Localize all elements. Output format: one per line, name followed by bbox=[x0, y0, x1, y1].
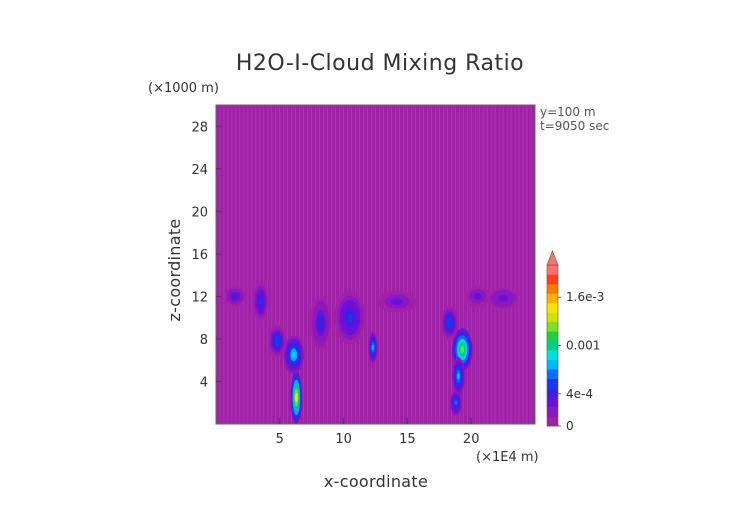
y-tick-label: 4 bbox=[200, 375, 208, 390]
cloud-contour bbox=[347, 313, 353, 323]
y-axis-ticks: 4 8 12 16 20 24 28 bbox=[191, 120, 222, 390]
cloud-contour bbox=[371, 344, 375, 351]
colorbar-segment bbox=[547, 397, 558, 408]
cloud-cell bbox=[368, 331, 378, 364]
cloud-contour bbox=[454, 400, 458, 405]
colorbar: 0 4e-4 0.001 1.6e-3 bbox=[546, 250, 604, 433]
cloud-cell bbox=[253, 282, 269, 321]
colorbar-segment bbox=[547, 312, 558, 323]
cloud-contour bbox=[292, 351, 296, 359]
colorbar-segment bbox=[547, 302, 558, 313]
colorbar-segment bbox=[547, 321, 558, 332]
cloud-contour bbox=[294, 392, 298, 402]
cloud-contour bbox=[460, 346, 464, 354]
y-tick-label: 8 bbox=[200, 333, 208, 348]
cloud-cell bbox=[378, 291, 417, 313]
x-tick-label: 5 bbox=[276, 432, 284, 447]
y-tick-label: 20 bbox=[191, 205, 208, 220]
cloud-cell bbox=[224, 286, 246, 306]
cloud-contour bbox=[394, 299, 401, 304]
y-tick-label: 12 bbox=[191, 290, 208, 305]
cloud-cell bbox=[464, 285, 491, 308]
colorbar-segment bbox=[547, 283, 558, 294]
plot-area bbox=[215, 104, 536, 425]
cloud-contour bbox=[475, 294, 480, 299]
x-axis-ticks: 5 10 15 20 bbox=[276, 418, 480, 447]
colorbar-label: 0.001 bbox=[566, 339, 600, 353]
x-tick-label: 20 bbox=[463, 432, 480, 447]
colorbar-segment bbox=[547, 416, 558, 427]
cloud-fields bbox=[224, 282, 519, 424]
colorbar-label: 4e-4 bbox=[566, 387, 593, 401]
y-tick-label: 24 bbox=[191, 163, 208, 178]
x-axis-unit: (×1E4 m) bbox=[476, 450, 539, 465]
colorbar-segment bbox=[547, 274, 558, 285]
colorbar-segment bbox=[547, 265, 558, 275]
colorbar-segment bbox=[547, 293, 558, 304]
colorbar-label: 1.6e-3 bbox=[566, 290, 604, 304]
colorbar-segment bbox=[547, 331, 558, 342]
cloud-contour bbox=[259, 298, 263, 305]
annotations: y=100 mt=9050 sec bbox=[540, 105, 609, 133]
x-tick-label: 15 bbox=[399, 432, 416, 447]
x-axis-label: x-coordinate bbox=[324, 472, 428, 491]
colorbar-segment bbox=[547, 359, 558, 370]
plot-border bbox=[215, 104, 536, 425]
colorbar-segment bbox=[547, 407, 558, 417]
cloud-contour bbox=[448, 320, 452, 326]
cloud-cell bbox=[440, 305, 459, 340]
cloud-cell bbox=[452, 357, 465, 396]
x-tick-label: 10 bbox=[335, 432, 352, 447]
cloud-cell bbox=[487, 287, 519, 310]
colorbar-overflow-triangle bbox=[546, 250, 559, 266]
cloud-contour bbox=[233, 294, 237, 298]
annotation-text: y=100 m bbox=[540, 105, 596, 119]
cloud-cell bbox=[268, 325, 287, 358]
colorbar-segment bbox=[547, 388, 558, 398]
chart-title: H2O-I-Cloud Mixing Ratio bbox=[236, 51, 524, 76]
y-tick-label: 16 bbox=[191, 248, 208, 263]
cloud-contour bbox=[500, 296, 506, 301]
cloud-contour bbox=[456, 372, 460, 380]
colorbar-segment bbox=[547, 350, 558, 361]
cloud-cell bbox=[310, 296, 331, 350]
colorbar-segment bbox=[547, 369, 558, 379]
colorbar-label: 0 bbox=[566, 419, 574, 433]
colorbar-segment bbox=[547, 378, 558, 389]
y-axis-unit: (×1000 m) bbox=[148, 81, 219, 96]
annotation-text: t=9050 sec bbox=[540, 119, 609, 133]
colorbar-segment bbox=[547, 340, 558, 351]
cloud-contour bbox=[275, 338, 279, 344]
y-tick-label: 28 bbox=[191, 120, 208, 135]
heatmap-background bbox=[216, 105, 535, 424]
cloud-cell bbox=[450, 389, 462, 416]
cloud-cell bbox=[334, 291, 366, 345]
cloud-cell bbox=[283, 335, 305, 375]
cloud-cell bbox=[290, 370, 303, 424]
cloud-contour bbox=[318, 318, 323, 328]
y-axis-label: z-coordinate bbox=[165, 218, 184, 321]
